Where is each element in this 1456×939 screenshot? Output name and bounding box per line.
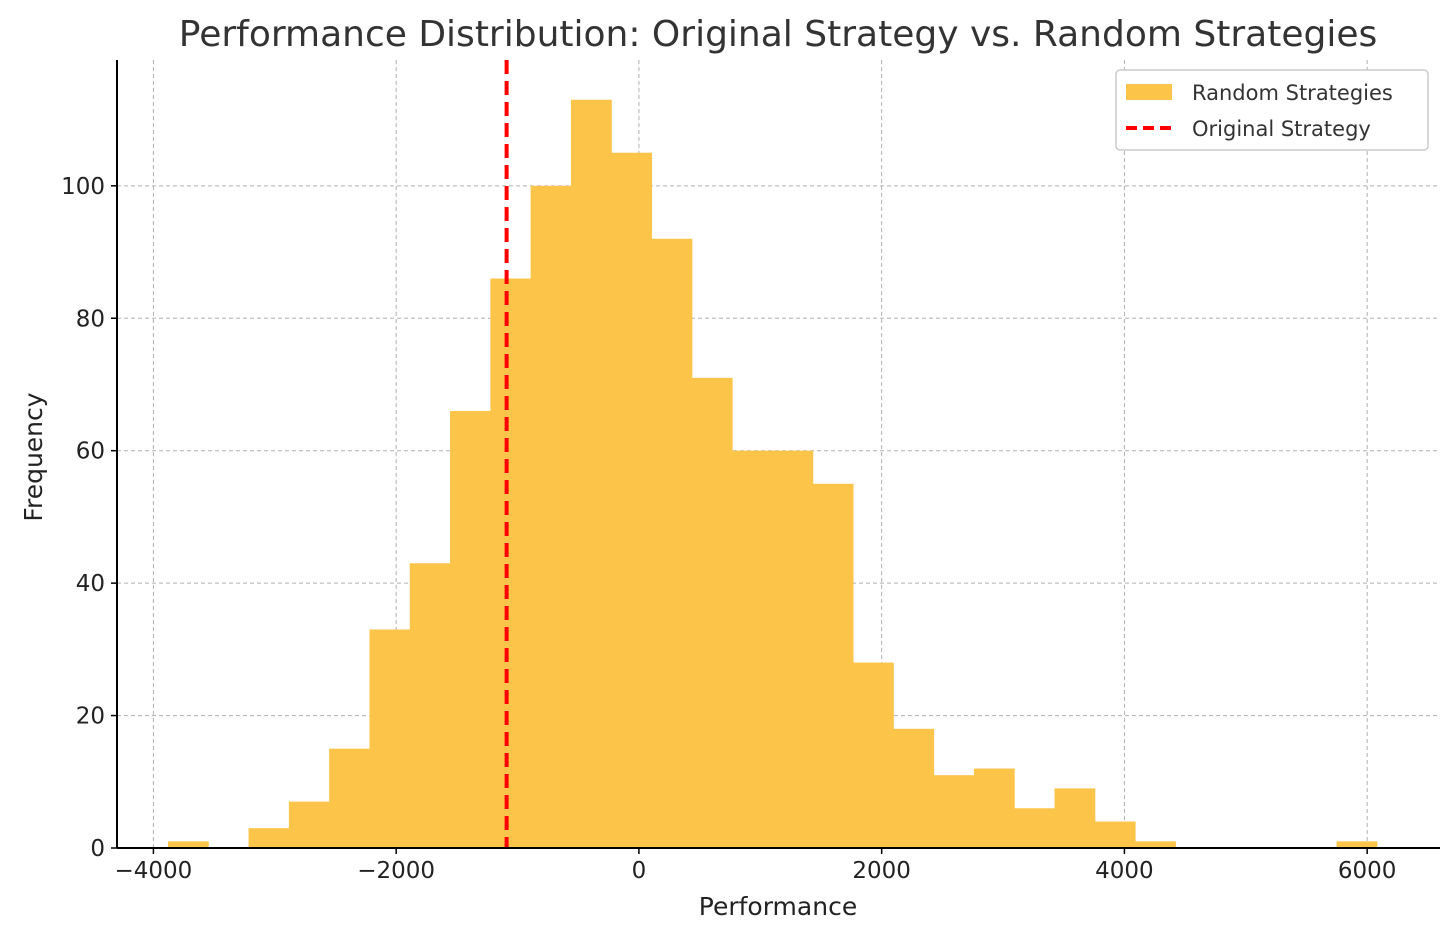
histogram-bar [1094, 821, 1136, 848]
histogram-bar [450, 410, 491, 848]
legend-label-random-strategies: Random Strategies [1192, 81, 1393, 105]
x-tick-label: 6000 [1338, 858, 1397, 884]
histogram-bar [369, 629, 411, 848]
x-tick-label: 2000 [852, 858, 911, 884]
histogram-bar [691, 377, 733, 848]
y-tick-label: 40 [76, 571, 105, 597]
histogram-bars [167, 99, 1378, 849]
histogram-bar [611, 152, 653, 849]
chart-title: Performance Distribution: Original Strat… [179, 14, 1377, 55]
y-tick-label: 0 [90, 836, 105, 862]
y-ticks: 0 20 40 60 80 100 [61, 174, 117, 862]
histogram-bar [651, 238, 693, 848]
histogram-bar [1014, 808, 1056, 848]
histogram-bar [409, 563, 451, 848]
x-axis-title: Performance [699, 892, 857, 921]
y-axis-title: Frequency [19, 392, 48, 521]
histogram-bar [1336, 841, 1378, 848]
histogram-bar [893, 728, 935, 848]
histogram-bar [933, 775, 975, 848]
y-tick-label: 100 [61, 174, 105, 200]
histogram-bar [732, 450, 773, 848]
x-tick-label: −2000 [357, 858, 435, 884]
x-ticks: −4000 −2000 0 2000 4000 6000 [115, 848, 1397, 884]
histogram-bar [1135, 841, 1176, 848]
histogram-bar [570, 99, 612, 849]
histogram-bar [772, 450, 814, 848]
histogram-bar [853, 662, 894, 848]
histogram-bar [288, 801, 330, 848]
histogram-bar [490, 278, 532, 848]
y-tick-label: 80 [76, 306, 105, 332]
x-tick-label: −4000 [115, 858, 193, 884]
axes [116, 60, 1440, 849]
histogram-bar [329, 748, 370, 848]
x-tick-label: 0 [632, 858, 647, 884]
x-tick-label: 4000 [1095, 858, 1154, 884]
legend-frame [1115, 69, 1429, 151]
legend: Random Strategies Original Strategy [1115, 69, 1429, 151]
histogram-bar [1054, 788, 1096, 848]
y-tick-label: 20 [76, 704, 105, 730]
histogram-bar [973, 768, 1015, 848]
legend-swatch-random-strategies [1126, 84, 1172, 100]
histogram-bar [530, 185, 572, 848]
histogram-bar [167, 841, 209, 848]
y-tick-label: 60 [76, 439, 105, 465]
histogram-bar [812, 483, 854, 848]
legend-label-original-strategy: Original Strategy [1192, 117, 1371, 141]
histogram-bar [248, 828, 290, 848]
